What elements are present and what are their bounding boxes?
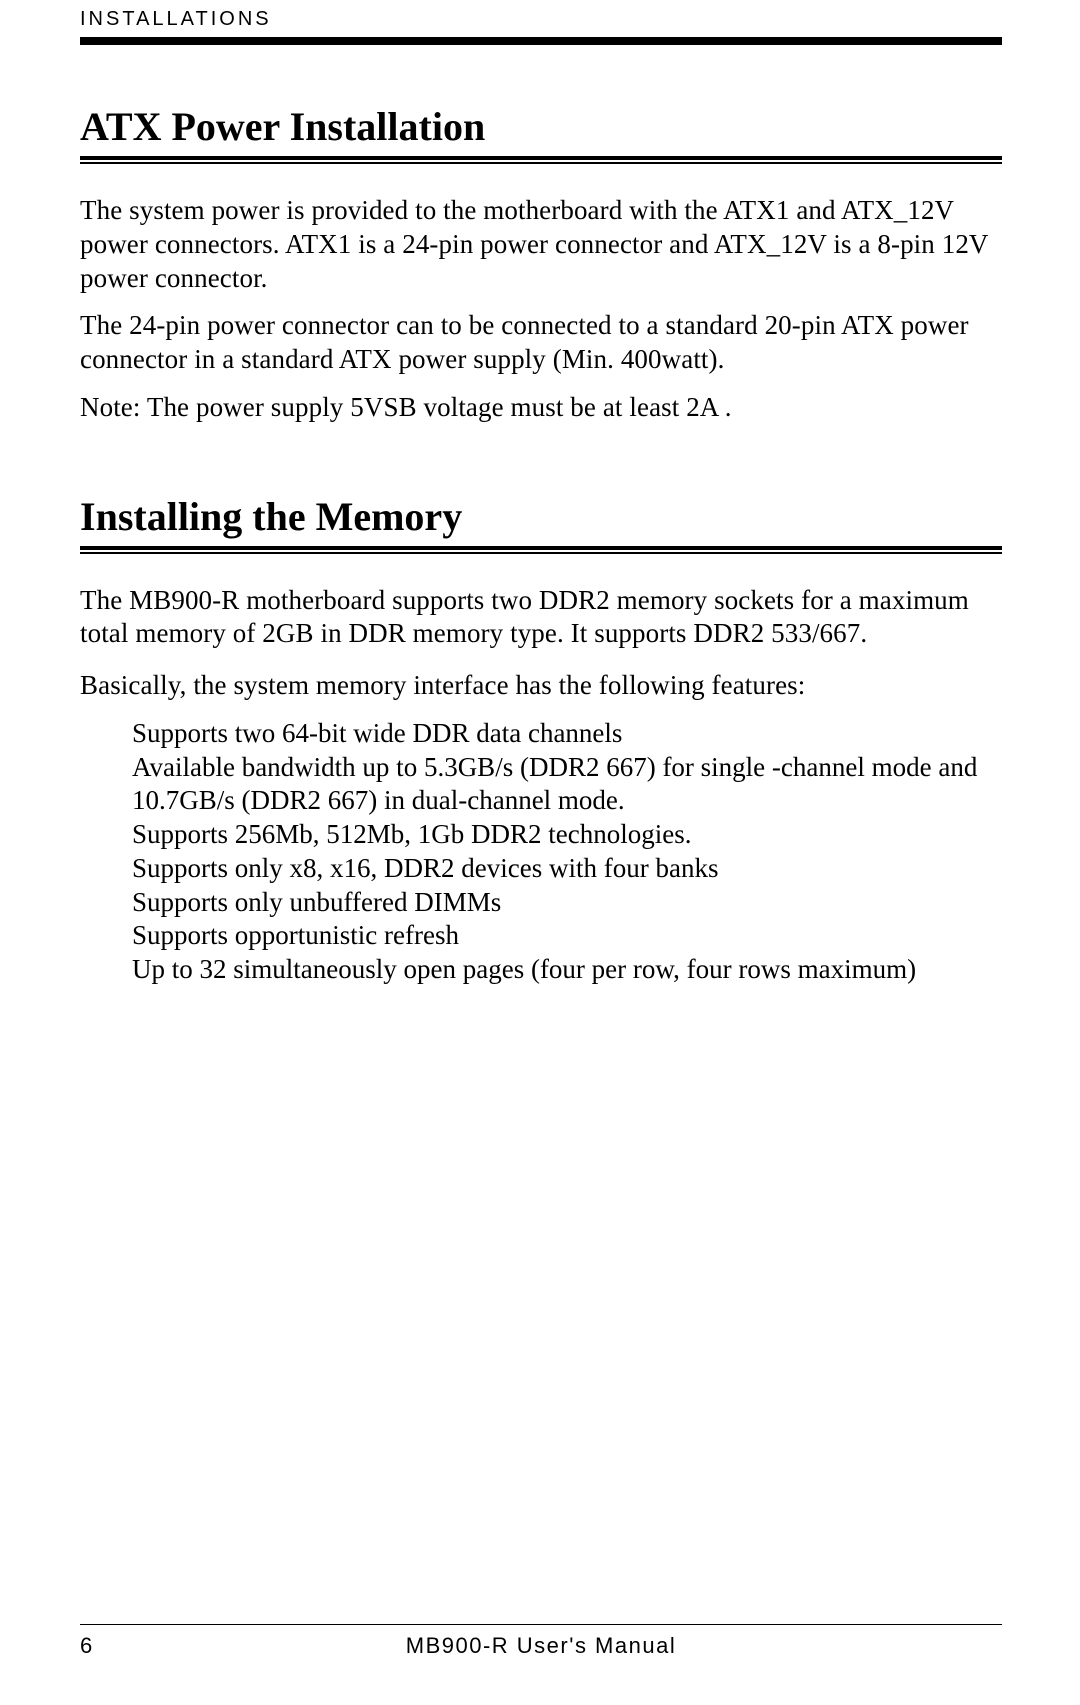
section-rule — [80, 546, 1002, 550]
spacer — [80, 439, 1002, 493]
section-title-memory: Installing the Memory — [80, 493, 1002, 540]
feature-item: Supports only unbuffered DIMMs — [132, 886, 1002, 920]
feature-item: Up to 32 simultaneously open pages (four… — [132, 953, 1002, 987]
paragraph: The 24-pin power connector can to be con… — [80, 309, 1002, 377]
paragraph: The MB900-R motherboard supports two DDR… — [80, 584, 1002, 652]
feature-intro: Basically, the system memory interface h… — [80, 669, 1002, 703]
section-rule-thin — [80, 162, 1002, 164]
feature-item: Supports 256Mb, 512Mb, 1Gb DDR2 technolo… — [132, 818, 1002, 852]
footer-title: MB900-R User's Manual — [140, 1633, 942, 1659]
feature-item: Available bandwidth up to 5.3GB/s (DDR2 … — [132, 751, 1002, 819]
page: INSTALLATIONS ATX Power Installation The… — [0, 0, 1080, 1705]
header-rule — [80, 37, 1002, 45]
feature-item: Supports only x8, x16, DDR2 devices with… — [132, 852, 1002, 886]
footer: 6 MB900-R User's Manual — [80, 1624, 1002, 1659]
page-number: 6 — [80, 1633, 140, 1659]
section-rule — [80, 156, 1002, 160]
paragraph: The system power is provided to the moth… — [80, 194, 1002, 295]
paragraph: Note: The power supply 5VSB voltage must… — [80, 391, 1002, 425]
section-title-atx: ATX Power Installation — [80, 103, 1002, 150]
running-header: INSTALLATIONS — [80, 0, 1002, 37]
feature-list: Supports two 64-bit wide DDR data channe… — [80, 717, 1002, 987]
feature-item: Supports two 64-bit wide DDR data channe… — [132, 717, 1002, 751]
feature-item: Supports opportunistic refresh — [132, 919, 1002, 953]
feature-block: Basically, the system memory interface h… — [80, 669, 1002, 987]
section-rule-thin — [80, 552, 1002, 554]
